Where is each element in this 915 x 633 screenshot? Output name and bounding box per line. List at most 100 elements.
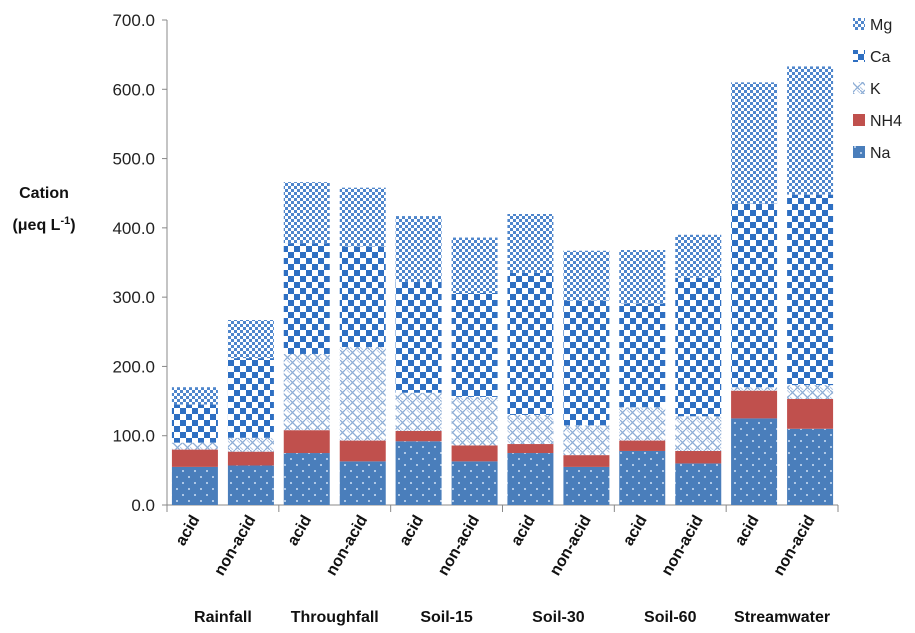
bar-segment-k-throughfall-acid — [283, 353, 330, 431]
bar-segment-ca-rainfall-acid — [171, 404, 218, 443]
bar-segment-ca-soil-30-acid — [507, 272, 554, 415]
bar-segment-mg-soil-15-acid — [395, 216, 442, 282]
x-category-label: acid — [173, 513, 204, 549]
x-category-label: non-acid — [435, 513, 483, 579]
bar-segment-mg-soil-60-non-acid — [675, 234, 722, 278]
bar-segment-nh4-soil-15-acid — [395, 430, 442, 442]
bar-segment-k-streamwater-acid — [731, 387, 778, 391]
legend: Mg Ca K NH4 Na — [853, 17, 902, 162]
x-category-label: non-acid — [659, 513, 707, 579]
y-tick-label: 100.0 — [112, 427, 155, 446]
x-category-label: acid — [620, 513, 651, 549]
bar-segment-k-rainfall-acid — [171, 442, 218, 450]
legend-label-nh4: NH4 — [870, 113, 902, 130]
legend-label-ca: Ca — [870, 49, 891, 66]
x-category-label: non-acid — [211, 513, 259, 579]
bar-segment-na-soil-60-acid — [619, 450, 666, 505]
bars — [171, 66, 834, 505]
x-category-label: non-acid — [770, 513, 818, 579]
bar-segment-na-soil-30-acid — [507, 453, 554, 505]
bar-segment-k-soil-15-acid — [395, 392, 442, 431]
legend-label-k: K — [870, 81, 881, 98]
bar-segment-mg-streamwater-non-acid — [787, 66, 834, 195]
bar-segment-na-throughfall-acid — [283, 453, 330, 505]
y-tick-label: 500.0 — [112, 150, 155, 169]
bar-segment-na-streamwater-non-acid — [787, 428, 834, 505]
bar-segment-na-soil-30-non-acid — [563, 466, 610, 505]
bar-segment-nh4-streamwater-non-acid — [787, 398, 834, 429]
bar-segment-ca-soil-15-acid — [395, 281, 442, 393]
bar-segment-na-soil-15-non-acid — [451, 461, 498, 505]
x-group-label: Throughfall — [291, 609, 379, 626]
y-tick-label: 400.0 — [112, 219, 155, 238]
x-group-label: Soil-60 — [644, 609, 697, 626]
y-tick-label: 300.0 — [112, 288, 155, 307]
bar-segment-nh4-soil-60-acid — [619, 440, 666, 451]
bar-segment-na-streamwater-acid — [731, 418, 778, 505]
x-category-label: non-acid — [547, 513, 595, 579]
bar-segment-mg-throughfall-acid — [283, 182, 330, 244]
bar-segment-ca-streamwater-acid — [731, 203, 778, 388]
x-group-label: Soil-15 — [420, 609, 473, 626]
bar-segment-mg-soil-30-non-acid — [563, 250, 610, 301]
bar-segment-mg-soil-15-non-acid — [451, 237, 498, 293]
x-category-label: acid — [284, 513, 315, 549]
bar-segment-k-throughfall-non-acid — [339, 347, 386, 441]
bar-segment-nh4-rainfall-non-acid — [227, 451, 274, 466]
bar-segment-nh4-soil-30-non-acid — [563, 455, 610, 467]
bar-segment-nh4-throughfall-non-acid — [339, 440, 386, 462]
bar-segment-mg-streamwater-acid — [731, 82, 778, 204]
legend-swatch-ca — [853, 50, 865, 62]
y-tick-label: 0.0 — [131, 496, 155, 515]
bar-segment-na-rainfall-non-acid — [227, 465, 274, 505]
x-group-label: Streamwater — [734, 609, 830, 626]
bar-segment-nh4-soil-30-acid — [507, 444, 554, 454]
bar-segment-nh4-soil-15-non-acid — [451, 445, 498, 462]
bar-segment-ca-soil-30-non-acid — [563, 300, 610, 426]
bar-segment-nh4-rainfall-acid — [171, 449, 218, 467]
bar-segment-ca-throughfall-non-acid — [339, 246, 386, 348]
x-category-label: acid — [396, 513, 427, 549]
y-tick-label: 200.0 — [112, 357, 155, 376]
x-category-label: non-acid — [323, 513, 371, 579]
bar-segment-na-rainfall-acid — [171, 466, 218, 505]
bar-segment-na-soil-15-acid — [395, 441, 442, 505]
bar-segment-ca-streamwater-non-acid — [787, 194, 834, 386]
bar-segment-ca-soil-60-acid — [619, 303, 666, 408]
legend-swatch-k — [853, 82, 865, 94]
bar-segment-mg-soil-60-acid — [619, 250, 666, 304]
y-axis-label-line1: Cation — [19, 185, 69, 202]
x-group-label: Rainfall — [194, 609, 252, 626]
bar-segment-nh4-streamwater-acid — [731, 390, 778, 419]
bar-segment-ca-rainfall-non-acid — [227, 358, 274, 438]
bar-segment-ca-soil-60-non-acid — [675, 277, 722, 417]
x-group-label: Soil-30 — [532, 609, 585, 626]
bar-segment-k-rainfall-non-acid — [227, 437, 274, 452]
legend-swatch-mg — [853, 18, 865, 30]
bar-segment-nh4-throughfall-acid — [283, 430, 330, 454]
bar-segment-k-streamwater-non-acid — [787, 385, 834, 399]
bar-segment-k-soil-15-non-acid — [451, 396, 498, 446]
y-axis-label-unit: (μeq L — [12, 217, 60, 234]
bar-segment-mg-soil-30-acid — [507, 214, 554, 273]
bar-segment-k-soil-60-acid — [619, 407, 666, 441]
bar-segment-k-soil-30-acid — [507, 414, 554, 445]
bar-segment-nh4-soil-60-non-acid — [675, 450, 722, 464]
x-category-label: acid — [508, 513, 539, 549]
y-axis-label-superscript: -1 — [60, 215, 70, 227]
y-tick-label: 700.0 — [112, 11, 155, 30]
bar-segment-na-throughfall-non-acid — [339, 461, 386, 505]
axes: 0.0 100.0 200.0 300.0 400.0 500.0 600.0 700.0 — [112, 11, 839, 515]
y-axis-label-close: ) — [70, 217, 75, 234]
bar-segment-na-soil-60-non-acid — [675, 463, 722, 505]
bar-segment-mg-rainfall-non-acid — [227, 320, 274, 359]
legend-label-mg: Mg — [870, 17, 892, 34]
legend-swatch-na — [853, 146, 865, 158]
x-category-label: acid — [732, 513, 763, 549]
bar-segment-ca-throughfall-acid — [283, 243, 330, 354]
legend-label-na: Na — [870, 145, 891, 162]
bar-segment-k-soil-30-non-acid — [563, 425, 610, 456]
bar-segment-mg-throughfall-non-acid — [339, 187, 386, 247]
